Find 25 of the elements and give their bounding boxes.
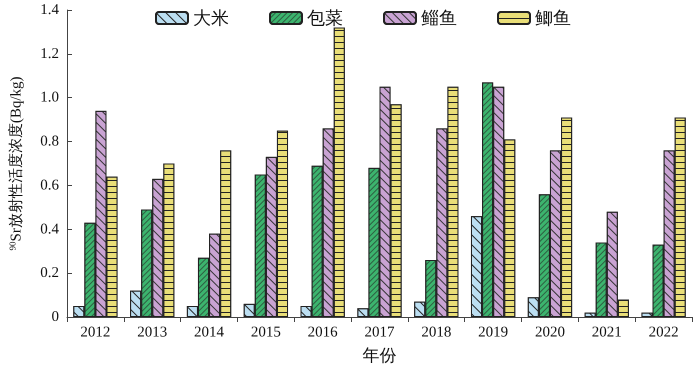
y-tick-label: 1.4 (40, 2, 60, 18)
legend-label: 鲻鱼 (421, 8, 457, 28)
y-tick-label: 1.2 (40, 46, 59, 62)
y-tick-label: 0.4 (40, 221, 60, 238)
x-tick-label: 2013 (137, 324, 168, 340)
x-tick-label: 2017 (364, 324, 395, 340)
x-tick-label: 2015 (250, 324, 281, 340)
legend-label: 包菜 (307, 8, 343, 28)
x-tick-label: 2018 (421, 324, 452, 340)
y-tick-label: 0 (52, 309, 59, 325)
y-axis-title: 90Sr放射性活度浓度(Bq/kg) (8, 76, 24, 250)
x-axis-title: 年份 (362, 346, 396, 365)
x-tick-label: 2022 (648, 324, 679, 340)
x-tick-label: 2020 (534, 324, 565, 340)
x-tick-label: 2021 (592, 324, 622, 340)
y-tick-label: 0.8 (40, 134, 59, 150)
x-tick-label: 2014 (194, 324, 225, 340)
y-tick-label: 1.0 (40, 90, 59, 106)
legend-label: 大米 (193, 8, 229, 28)
y-tick-label: 0.6 (40, 177, 60, 194)
legend-label: 鲫鱼 (535, 8, 571, 28)
y-tick-label: 0.2 (40, 265, 59, 282)
x-tick-label: 2016 (308, 324, 338, 340)
x-tick-label: 2012 (80, 324, 110, 340)
x-tick-label: 2019 (478, 324, 508, 340)
